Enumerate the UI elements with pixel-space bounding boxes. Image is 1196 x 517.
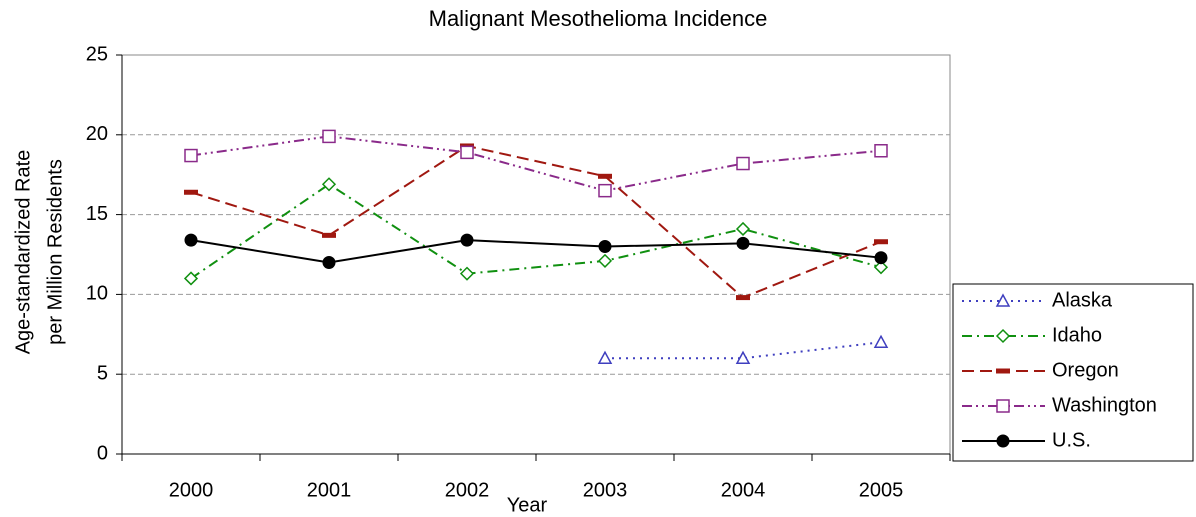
marker (322, 129, 336, 144)
plot-area (121, 54, 951, 455)
marker (736, 295, 750, 301)
legend-marker (996, 399, 1010, 413)
legend-marker (996, 434, 1010, 448)
x-tick-label: 2000 (169, 479, 214, 501)
marker (322, 255, 336, 269)
legend-label: Oregon (1052, 359, 1119, 381)
y-tick-label: 0 (97, 442, 108, 464)
x-tick-label: 2004 (721, 479, 766, 501)
marker (459, 266, 475, 281)
x-tick-label: 2005 (859, 479, 904, 501)
marker (874, 251, 888, 265)
marker (874, 144, 888, 158)
x-tick-label: 2002 (445, 479, 490, 501)
legend-marker (995, 328, 1011, 344)
legend (952, 283, 1194, 462)
marker (598, 240, 612, 254)
y-axis-title: Age-standardized Rate (12, 150, 34, 355)
marker (736, 156, 750, 171)
legend-label: U.S. (1052, 429, 1091, 451)
legend-marker (995, 293, 1011, 307)
marker (597, 253, 613, 268)
chart-title: Malignant Mesothelioma Incidence (429, 6, 768, 31)
marker (460, 145, 474, 160)
marker (183, 271, 199, 286)
series-line (190, 144, 882, 299)
x-tick-label: 2003 (583, 479, 628, 501)
y-tick-label: 10 (86, 283, 108, 305)
series-line (190, 183, 882, 280)
marker (322, 232, 336, 238)
marker (874, 239, 888, 245)
y-tick-label: 20 (86, 123, 108, 145)
marker (873, 334, 889, 349)
marker (184, 233, 198, 247)
x-axis-title: Year (507, 494, 548, 516)
marker (735, 221, 751, 237)
marker (598, 183, 612, 198)
marker (873, 260, 889, 275)
series-line (190, 239, 882, 264)
marker (736, 236, 750, 250)
marker (184, 148, 198, 163)
legend-label: Alaska (1052, 289, 1113, 311)
y-tick-label: 5 (97, 362, 108, 384)
marker (321, 177, 337, 192)
marker (598, 173, 612, 179)
marker (597, 350, 613, 364)
marker (735, 350, 751, 364)
x-tick-label: 2001 (307, 479, 352, 501)
y-tick-label: 25 (86, 43, 108, 65)
y-tick-label: 15 (86, 203, 108, 225)
legend-label: Washington (1052, 394, 1157, 416)
marker (460, 233, 474, 247)
legend-label: Idaho (1052, 324, 1102, 346)
marker (184, 189, 198, 195)
legend-marker (996, 368, 1010, 374)
y-axis-title: per Million Residents (44, 159, 66, 345)
